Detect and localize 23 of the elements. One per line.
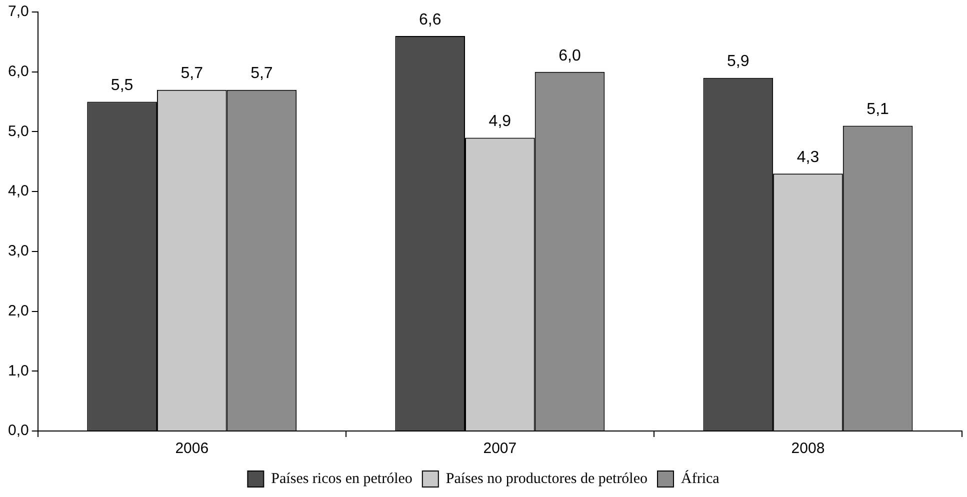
y-tick-label: 2,0 [8, 302, 29, 320]
data-label: 4,3 [796, 149, 820, 166]
data-label: 5,5 [110, 77, 134, 94]
x-tick-label: 2007 [483, 440, 517, 458]
legend-label: Países ricos en petróleo [271, 470, 412, 487]
data-label: 6,6 [418, 11, 442, 28]
legend-label: Países no productores de petróleo [446, 470, 648, 487]
data-label: 6,0 [558, 47, 581, 64]
x-tick-label: 2006 [175, 440, 209, 458]
data-label: 5,7 [180, 65, 204, 82]
y-tick-label: 4,0 [8, 182, 29, 200]
y-tick-label: 1,0 [8, 362, 29, 380]
data-label: 5,9 [727, 53, 750, 70]
y-tick-label: 3,0 [8, 242, 29, 260]
data-label: 5,1 [866, 101, 890, 118]
y-tick-label: 6,0 [8, 63, 29, 80]
data-label: 4,9 [488, 113, 512, 130]
data-label: 5,7 [250, 65, 273, 82]
y-tick-label: 7,0 [8, 3, 29, 20]
y-tick-label: 0,0 [8, 422, 29, 440]
legend-label: África [681, 470, 720, 487]
x-tick-label: 2008 [791, 440, 825, 458]
y-tick-label: 5,0 [8, 122, 29, 140]
